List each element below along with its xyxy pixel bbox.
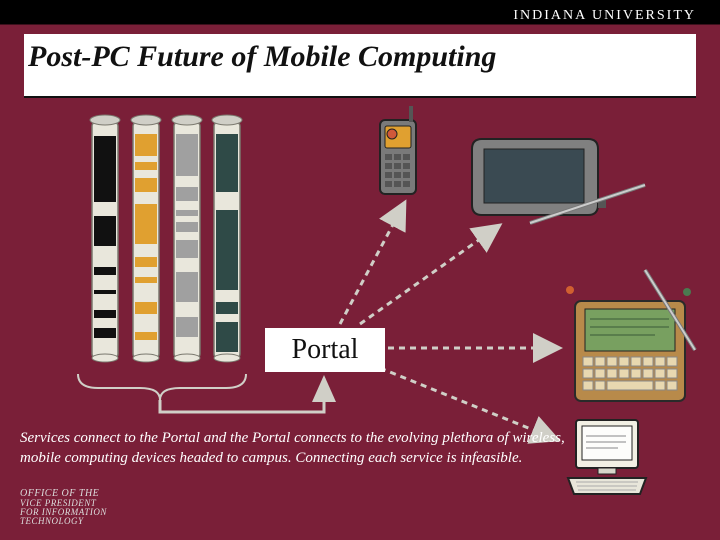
footer-logo: OFFICE OF THE VICE PRESIDENT FOR INFORMA…: [20, 489, 107, 526]
portal-label: Portal: [292, 334, 359, 366]
body-text: Services connect to the Portal and the P…: [20, 428, 580, 469]
portal-node: Portal: [265, 328, 385, 372]
